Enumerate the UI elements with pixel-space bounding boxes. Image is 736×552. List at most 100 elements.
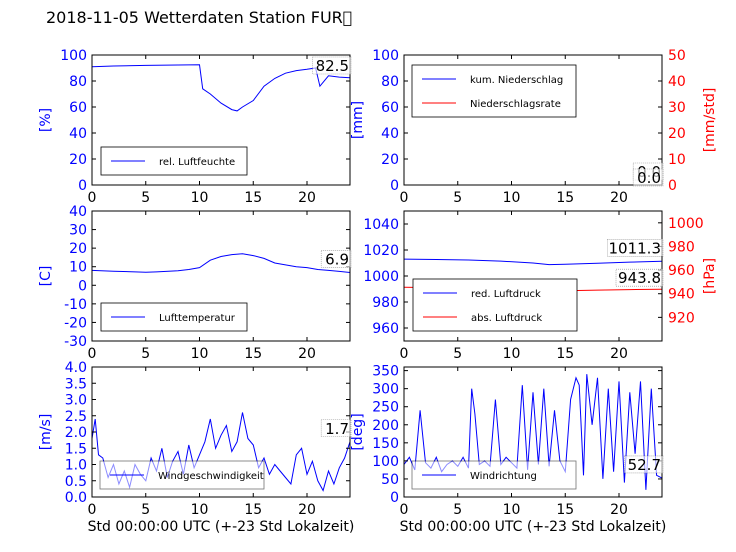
y-tick-label: 0 — [390, 490, 399, 506]
series-line-lufttemperatur — [92, 253, 350, 273]
x-axis-label: Std 00:00:00 UTC (+-23 Std Lokalzeit) — [400, 519, 667, 535]
y-tick-label: 40 — [69, 126, 87, 142]
x-tick-label: 0 — [88, 502, 97, 518]
x-tick-label: 15 — [556, 190, 574, 206]
x-tick-label: 15 — [244, 190, 262, 206]
last-value-label-box — [312, 56, 352, 75]
y-tick-label: 40 — [69, 204, 87, 220]
y-tick-label: 0 — [78, 178, 87, 194]
x-tick-label: 15 — [556, 502, 574, 518]
temperature-panel: 0 5 10 15 20 -30 -20 -10 0 10 20 30 40 [C] Lufttempera… — [38, 204, 352, 362]
legend-label: kum. Niederschlag — [470, 75, 563, 86]
y-axis-label: [m/s] — [38, 414, 54, 451]
y-tick-label: 0 — [78, 278, 87, 294]
x-tick-label: 20 — [610, 190, 628, 206]
legend-label: Niederschlagsrate — [470, 99, 561, 110]
precipitation-panel: 0 5 10 15 20 0 20 40 60 80 100 0 10 20 30 40 50 [mm] [mm/s… — [350, 48, 718, 206]
y-tick-label: 30 — [69, 223, 87, 239]
x-tick-label: 20 — [298, 346, 316, 362]
y-tick-label: 100 — [372, 48, 399, 64]
y-axis-label: [deg] — [350, 413, 366, 450]
y-right-tick-label: 30 — [668, 100, 686, 116]
humidity-panel: 0 5 10 15 20 0 20 40 60 80 100 [%] rel. Luftfeuchte 8… — [38, 48, 352, 206]
legend-box — [412, 278, 578, 332]
y-tick-label: 980 — [372, 295, 399, 311]
y-tick-label: 20 — [69, 152, 87, 168]
y-right-tick-label: 10 — [668, 152, 686, 168]
y-right-axis-label: [mm/std] — [702, 88, 718, 153]
plot-frame — [403, 366, 663, 498]
y-tick-label: 80 — [69, 74, 87, 90]
y-tick-label: 10 — [69, 260, 87, 276]
y-tick-label: 4.0 — [65, 360, 87, 376]
last-value-label-right-box — [615, 268, 664, 287]
x-tick-label: 5 — [141, 502, 150, 518]
x-tick-label: 0 — [88, 346, 97, 362]
y-tick-label: 20 — [381, 152, 399, 168]
y-tick-label: 80 — [381, 74, 399, 90]
y-tick-label: 150 — [372, 436, 399, 452]
y-tick-label: 50 — [381, 472, 399, 488]
y-right-axis-label: [hPa] — [702, 258, 718, 294]
y-tick-label: 300 — [372, 382, 399, 398]
x-tick-label: 10 — [503, 190, 521, 206]
x-tick-label: 0 — [88, 190, 97, 206]
y-right-tick-label: 940 — [668, 287, 695, 303]
x-tick-label: 0 — [400, 346, 409, 362]
x-tick-label: 20 — [610, 346, 628, 362]
last-value-label-box — [607, 239, 664, 257]
legend-label: rel. Luftfeuchte — [159, 157, 235, 168]
x-tick-label: 10 — [191, 346, 209, 362]
y-right-tick-label: 20 — [668, 126, 686, 142]
y-axis-label: [C] — [38, 266, 54, 287]
last-value-label-box — [624, 455, 664, 474]
x-tick-label: 0 — [400, 502, 409, 518]
y-tick-label: 0 — [390, 178, 399, 194]
last-value-label-right: 943.8 — [618, 269, 661, 287]
x-tick-label: 5 — [453, 502, 462, 518]
x-tick-label: 10 — [191, 502, 209, 518]
pressure-panel: 0 5 10 15 20 960 980 1000 1020 1040 920 940 960 980 10… — [363, 210, 718, 362]
last-value-label: 6.9 — [325, 250, 349, 268]
y-tick-label: 250 — [372, 400, 399, 416]
last-value-label-box — [320, 419, 352, 438]
legend-box — [411, 64, 577, 118]
y-tick-label: 0.0 — [65, 490, 87, 506]
plot-frame — [403, 54, 663, 186]
y-right-tick-label: 40 — [668, 74, 686, 90]
y-tick-label: 60 — [381, 100, 399, 116]
y-tick-label: 1020 — [363, 243, 399, 259]
legend-label: Windgeschwindigkeit — [158, 471, 264, 482]
y-axis-label: [mm] — [350, 101, 366, 139]
last-value-label: 52.7 — [628, 456, 661, 474]
y-tick-label: 40 — [381, 126, 399, 142]
x-tick-label: 10 — [191, 190, 209, 206]
y-tick-label: 1000 — [363, 269, 399, 285]
x-tick-label: 5 — [141, 346, 150, 362]
legend-label: abs. Luftdruck — [471, 313, 542, 324]
last-value-label-box — [320, 250, 352, 268]
x-tick-label: 10 — [503, 346, 521, 362]
last-value-label-right: 0.0 — [637, 169, 661, 187]
y-right-tick-label: 980 — [668, 239, 695, 255]
y-tick-label: 2.5 — [65, 409, 87, 425]
last-value-label: 1.7 — [325, 420, 349, 438]
last-value-label: 82.5 — [316, 57, 349, 75]
x-tick-label: 20 — [298, 190, 316, 206]
y-tick-label: -30 — [64, 334, 87, 350]
x-tick-label: 5 — [453, 190, 462, 206]
last-value-label: 1011.3 — [609, 239, 662, 257]
plot-frame — [91, 210, 351, 342]
figure-title: 2018-11-05 Wetterdaten Station FUR  — [46, 8, 353, 27]
y-tick-label: 0.5 — [65, 474, 87, 490]
x-tick-label: 5 — [141, 190, 150, 206]
legend-label: red. Luftdruck — [471, 289, 541, 300]
x-tick-label: 10 — [503, 502, 521, 518]
y-tick-label: 350 — [372, 364, 399, 380]
y-tick-label: 20 — [69, 241, 87, 257]
windspeed-panel: 0 5 10 15 20 0.00.51.01.52.02.53.03.54.0 [m/s]… — [38, 360, 354, 535]
y-tick-label: 960 — [372, 321, 399, 337]
y-tick-label: 100 — [372, 454, 399, 470]
